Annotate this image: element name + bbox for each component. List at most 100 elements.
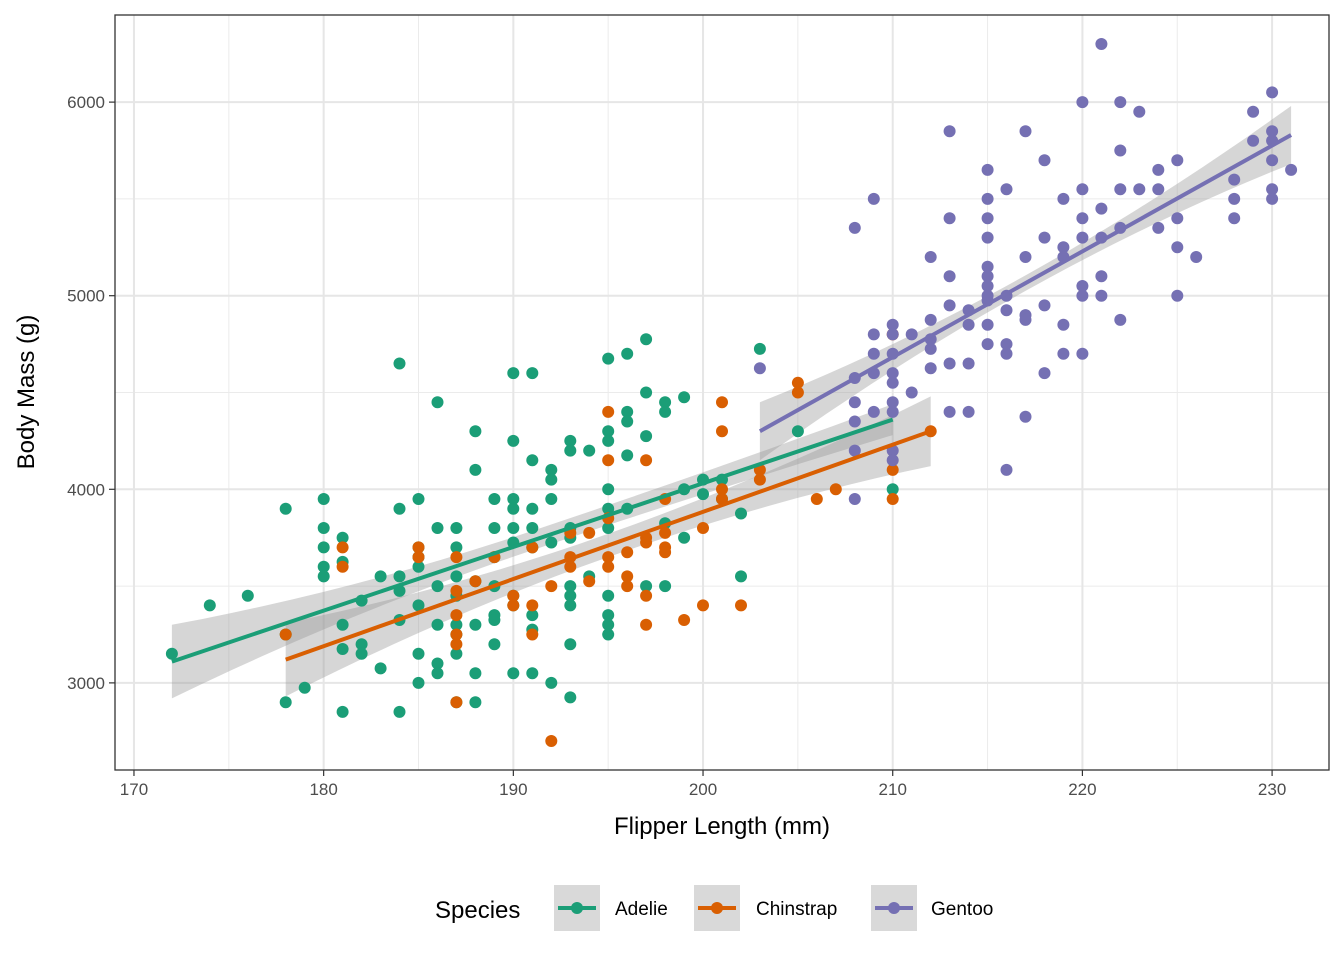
point-adelie — [602, 502, 615, 515]
point-adelie — [564, 434, 577, 447]
point-adelie — [317, 541, 330, 554]
point-adelie — [431, 580, 444, 593]
point-gentoo — [1266, 154, 1279, 167]
point-gentoo — [886, 376, 899, 389]
confidence-band-adelie — [171, 404, 893, 699]
point-gentoo — [1076, 347, 1089, 360]
point-gentoo — [924, 342, 937, 355]
point-adelie — [450, 647, 463, 660]
point-chinstrap — [716, 396, 728, 409]
point-gentoo — [1038, 367, 1051, 380]
point-chinstrap — [526, 599, 539, 612]
point-adelie — [621, 449, 634, 462]
point-chinstrap — [659, 526, 672, 539]
point-chinstrap — [450, 628, 463, 641]
point-chinstrap — [716, 483, 728, 496]
legend: Species Adelie Chinstrap Gentoo — [435, 885, 993, 931]
point-chinstrap — [621, 580, 634, 593]
point-adelie — [317, 570, 330, 583]
point-adelie — [507, 667, 520, 680]
point-gentoo — [981, 163, 994, 176]
point-chinstrap — [564, 560, 577, 573]
y-tick-label: 5000 — [67, 287, 105, 306]
point-gentoo — [1228, 173, 1241, 186]
x-axis-title: Flipper Length (mm) — [614, 813, 830, 840]
point-chinstrap — [469, 575, 482, 588]
point-gentoo — [1152, 183, 1165, 196]
point-gentoo — [1057, 192, 1070, 205]
point-chinstrap — [716, 425, 728, 438]
point-chinstrap — [336, 541, 349, 554]
point-gentoo — [1285, 163, 1298, 176]
point-adelie — [545, 536, 558, 549]
point-gentoo — [1076, 183, 1089, 196]
point-adelie — [602, 425, 615, 438]
point-adelie — [678, 531, 691, 544]
point-adelie — [488, 614, 501, 626]
point-chinstrap — [829, 483, 842, 496]
point-gentoo — [1171, 212, 1184, 225]
point-gentoo — [905, 386, 918, 399]
point-gentoo — [943, 125, 956, 138]
point-adelie — [469, 696, 482, 709]
point-gentoo — [1076, 280, 1089, 292]
legend-label-chinstrap: Chinstrap — [756, 899, 837, 920]
point-gentoo — [1114, 183, 1127, 196]
point-adelie — [602, 618, 615, 631]
point-chinstrap — [640, 536, 653, 549]
point-gentoo — [848, 221, 861, 234]
fit-line-chinstrap — [285, 429, 932, 662]
point-chinstrap — [640, 454, 653, 467]
point-adelie — [640, 386, 653, 399]
point-adelie — [412, 493, 425, 505]
y-tick-label: 6000 — [67, 93, 105, 112]
point-adelie — [336, 705, 349, 718]
point-gentoo — [1076, 289, 1089, 302]
point-gentoo — [1114, 144, 1127, 157]
point-chinstrap — [640, 589, 653, 602]
point-adelie — [526, 454, 539, 467]
point-adelie — [355, 638, 368, 651]
point-gentoo — [962, 318, 975, 331]
point-gentoo — [1057, 318, 1070, 331]
point-chinstrap — [526, 541, 539, 554]
y-axis-ticks: 3000 4000 5000 6000 — [67, 93, 115, 693]
point-adelie — [526, 522, 539, 534]
point-adelie — [507, 502, 520, 515]
point-adelie — [469, 425, 482, 438]
point-adelie — [735, 507, 747, 520]
point-chinstrap — [279, 628, 292, 641]
point-gentoo — [962, 405, 975, 418]
y-axis-title: Body Mass (g) — [13, 315, 40, 470]
point-gentoo — [1057, 347, 1070, 360]
point-chinstrap — [450, 696, 463, 709]
point-chinstrap — [659, 546, 672, 559]
point-gentoo — [1000, 183, 1013, 196]
point-adelie — [621, 405, 634, 418]
point-gentoo — [848, 396, 861, 409]
point-adelie — [602, 352, 615, 365]
point-adelie — [488, 493, 501, 505]
point-chinstrap — [810, 493, 823, 505]
point-gentoo — [943, 405, 956, 418]
point-adelie — [697, 488, 709, 501]
point-adelie — [678, 391, 691, 404]
point-gentoo — [1152, 221, 1165, 234]
x-axis-ticks: 170 180 190 200 210 220 230 — [120, 770, 1286, 799]
point-adelie — [602, 628, 615, 641]
point-adelie — [640, 430, 653, 443]
point-gentoo — [981, 270, 994, 283]
point-adelie — [469, 463, 482, 476]
point-chinstrap — [336, 560, 349, 573]
point-adelie — [374, 570, 387, 583]
point-gentoo — [753, 362, 766, 375]
point-gentoo — [981, 318, 994, 331]
point-gentoo — [886, 367, 899, 380]
grid-minor — [115, 15, 1329, 770]
point-adelie — [203, 599, 216, 612]
point-adelie — [488, 638, 501, 651]
point-gentoo — [1247, 134, 1260, 147]
point-adelie — [526, 609, 539, 622]
point-adelie — [602, 589, 615, 602]
point-gentoo — [1019, 125, 1032, 138]
